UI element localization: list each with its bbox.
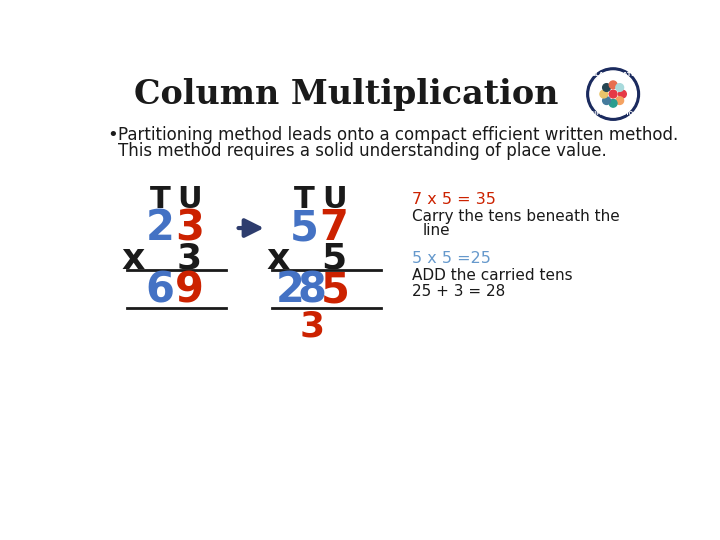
Text: 7 x 5 = 35: 7 x 5 = 35: [412, 192, 495, 207]
Text: 5: 5: [322, 242, 347, 276]
Circle shape: [600, 90, 608, 98]
Text: T: T: [294, 185, 315, 214]
Text: 6: 6: [145, 269, 174, 312]
Text: ADD the carried tens: ADD the carried tens: [412, 268, 572, 284]
Text: 3: 3: [175, 207, 204, 249]
Text: This method requires a solid understanding of place value.: This method requires a solid understandi…: [118, 142, 607, 160]
Text: 25 + 3 = 28: 25 + 3 = 28: [412, 284, 505, 299]
Text: PRIMARY SCHOOL: PRIMARY SCHOOL: [585, 111, 641, 116]
Circle shape: [618, 90, 626, 98]
Text: 3: 3: [176, 242, 202, 276]
Text: 5: 5: [320, 269, 349, 312]
Text: T: T: [149, 185, 170, 214]
Text: 5 x 5 =25: 5 x 5 =25: [412, 251, 490, 266]
Text: 5: 5: [290, 207, 319, 249]
Text: x: x: [266, 242, 290, 276]
Circle shape: [616, 84, 624, 91]
Text: Partitioning method leads onto a compact efficient written method.: Partitioning method leads onto a compact…: [118, 126, 678, 144]
Text: Column Multiplication: Column Multiplication: [134, 78, 558, 111]
Circle shape: [609, 81, 617, 89]
Text: U: U: [322, 185, 346, 214]
Text: x: x: [121, 242, 144, 276]
Circle shape: [616, 97, 624, 104]
Text: BLACKHEATH: BLACKHEATH: [590, 72, 636, 77]
Circle shape: [603, 84, 611, 91]
Text: U: U: [177, 185, 202, 214]
Text: 7: 7: [320, 207, 348, 249]
Text: •: •: [107, 126, 118, 144]
Circle shape: [609, 99, 617, 107]
Text: 9: 9: [175, 269, 204, 312]
Circle shape: [587, 68, 639, 120]
Text: 2: 2: [276, 269, 305, 312]
Text: 3: 3: [300, 309, 325, 343]
Circle shape: [609, 90, 617, 98]
Text: line: line: [423, 223, 450, 238]
Circle shape: [590, 71, 636, 117]
Text: 8: 8: [298, 269, 327, 312]
Text: 2: 2: [145, 207, 174, 249]
Text: Carry the tens beneath the: Carry the tens beneath the: [412, 209, 619, 224]
Circle shape: [603, 97, 611, 104]
